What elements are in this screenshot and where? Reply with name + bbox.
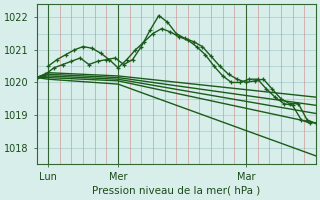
X-axis label: Pression niveau de la mer( hPa ): Pression niveau de la mer( hPa ) [92, 186, 260, 196]
